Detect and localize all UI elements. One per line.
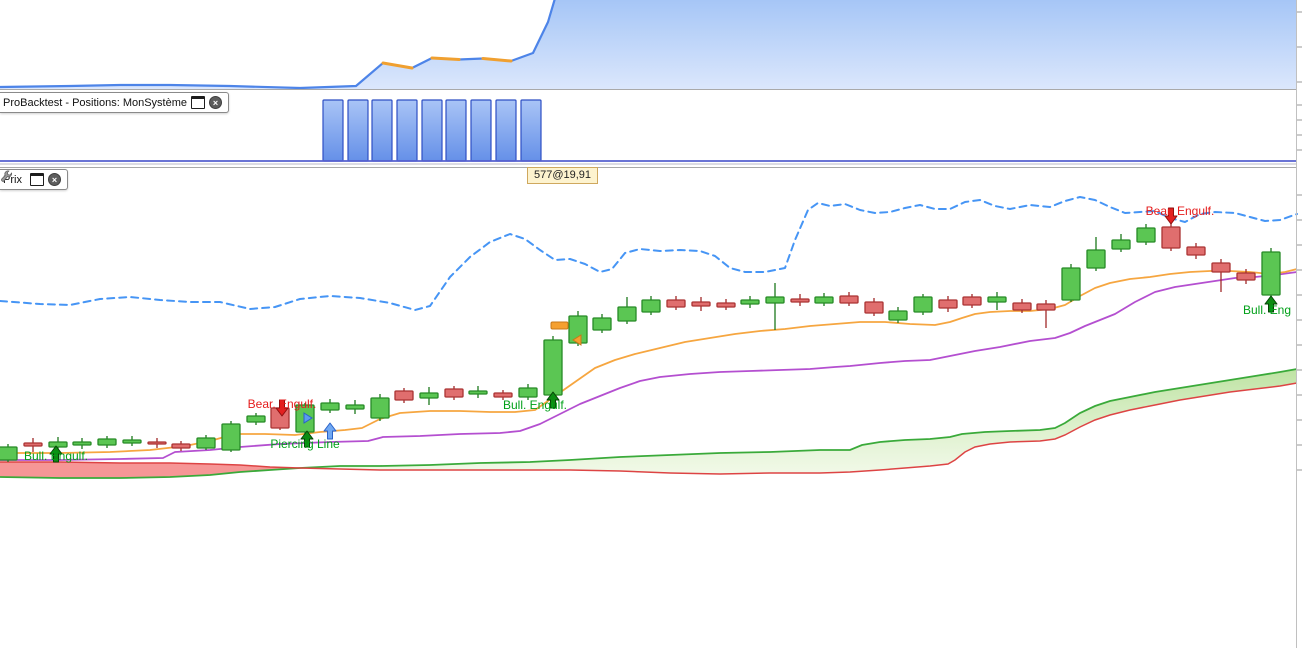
svg-text:Bull. Engulf.: Bull. Engulf. (24, 449, 88, 463)
close-icon[interactable]: × (209, 96, 223, 109)
svg-text:Bull. Engulf.: Bull. Engulf. (503, 398, 567, 412)
svg-text:Bear. Engulf.: Bear. Engulf. (248, 397, 317, 411)
svg-text:Piercing Line: Piercing Line (270, 437, 340, 451)
svg-text:Bull. Eng: Bull. Eng (1243, 303, 1291, 317)
positions-panel-title: ProBacktest - Positions: MonSystème (3, 96, 188, 109)
restore-window-icon[interactable] (191, 96, 206, 109)
positions-panel-header[interactable]: ProBacktest - Positions: MonSystème × (0, 92, 230, 113)
restore-window-icon[interactable] (29, 173, 44, 186)
close-icon[interactable]: × (47, 173, 61, 186)
svg-text:Bear. Engulf.: Bear. Engulf. (1146, 204, 1215, 218)
trade-size-tooltip: 577@19,91 (527, 167, 599, 184)
price-panel-header[interactable]: Prix × (0, 169, 68, 190)
